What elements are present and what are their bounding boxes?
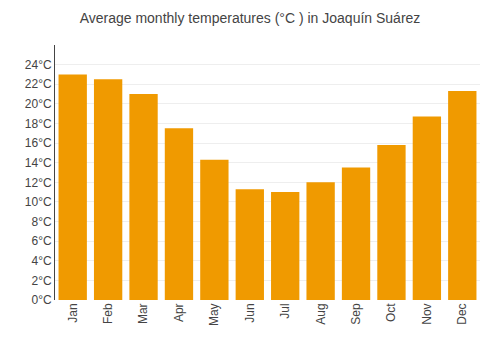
svg-text:Apr: Apr [172,303,186,322]
svg-text:20°C: 20°C [25,97,52,111]
svg-text:12°C: 12°C [25,176,52,190]
svg-text:24°C: 24°C [25,58,52,72]
svg-text:Mar: Mar [136,303,150,324]
svg-text:Sep: Sep [349,303,363,325]
svg-text:Jul: Jul [278,303,292,318]
svg-text:16°C: 16°C [25,136,52,150]
svg-text:18°C: 18°C [25,117,52,131]
svg-text:Feb: Feb [101,303,115,324]
svg-text:Oct: Oct [384,303,398,322]
svg-text:8°C: 8°C [31,215,51,229]
svg-text:0°C: 0°C [31,293,51,307]
svg-text:Average monthly temperatures (: Average monthly temperatures (°C ) in Jo… [80,10,421,26]
svg-text:10°C: 10°C [25,195,52,209]
svg-text:May: May [207,303,221,326]
svg-text:Jun: Jun [243,303,257,322]
svg-text:6°C: 6°C [31,234,51,248]
svg-text:Jan: Jan [66,303,80,322]
svg-text:4°C: 4°C [31,254,51,268]
svg-text:Nov: Nov [420,303,434,324]
svg-text:22°C: 22°C [25,77,52,91]
svg-text:Dec: Dec [455,303,469,324]
svg-text:Aug: Aug [314,303,328,324]
svg-text:2°C: 2°C [31,274,51,288]
svg-text:14°C: 14°C [25,156,52,170]
